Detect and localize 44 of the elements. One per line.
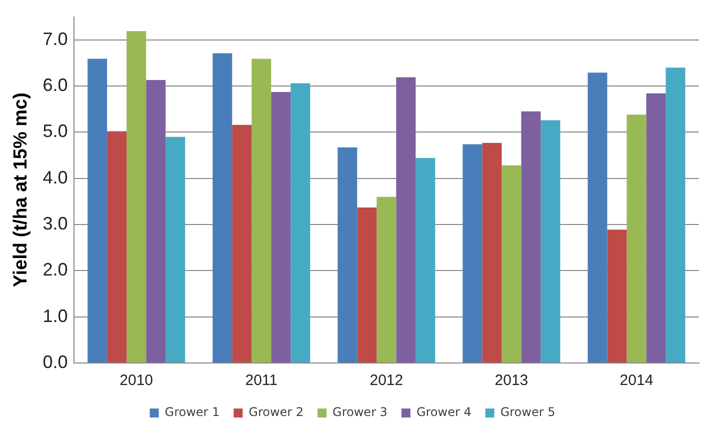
x-tick-label: 2013 [494,372,528,390]
x-tick-label: 2010 [120,372,154,390]
y-tick-label: 2.0 [42,260,68,280]
bar [482,142,502,362]
bar [357,207,377,362]
y-tick-label: 5.0 [42,121,68,142]
bar [416,158,436,362]
bar [462,144,482,362]
legend-label: Grower 5 [500,405,556,420]
y-axis-title: Yield (t/ha at 15% mc) [10,92,32,288]
bar [290,83,310,362]
y-tick-label: 6.0 [42,75,68,96]
bar [212,53,232,362]
y-tick-label: 3.0 [42,213,68,234]
bar [626,114,646,362]
bar [521,111,541,362]
bar [338,147,358,362]
bar [107,131,127,362]
bar [666,68,686,362]
legend-label: Grower 4 [416,405,472,420]
legend-label: Grower 2 [248,405,304,420]
bar [252,58,272,362]
bar [502,165,522,362]
x-tick-label: 2011 [245,372,278,390]
y-tick-label: 1.0 [42,306,68,326]
bar [588,72,608,362]
y-tick-label: 0.0 [42,352,68,372]
bar [540,120,560,362]
bar [271,92,291,362]
bar [146,80,166,362]
y-tick-label: 7.0 [42,28,68,49]
bar [376,196,396,362]
bar [607,230,627,362]
bar [396,77,416,362]
bar [646,93,666,362]
bar [88,58,108,362]
x-tick-label: 2014 [620,372,654,390]
x-tick-label: 2012 [370,372,404,390]
bar [166,136,186,362]
bar [126,31,146,362]
legend-label: Grower 1 [164,405,220,420]
y-tick-label: 4.0 [42,167,68,188]
bar [232,124,252,362]
legend-label: Grower 3 [332,405,388,420]
